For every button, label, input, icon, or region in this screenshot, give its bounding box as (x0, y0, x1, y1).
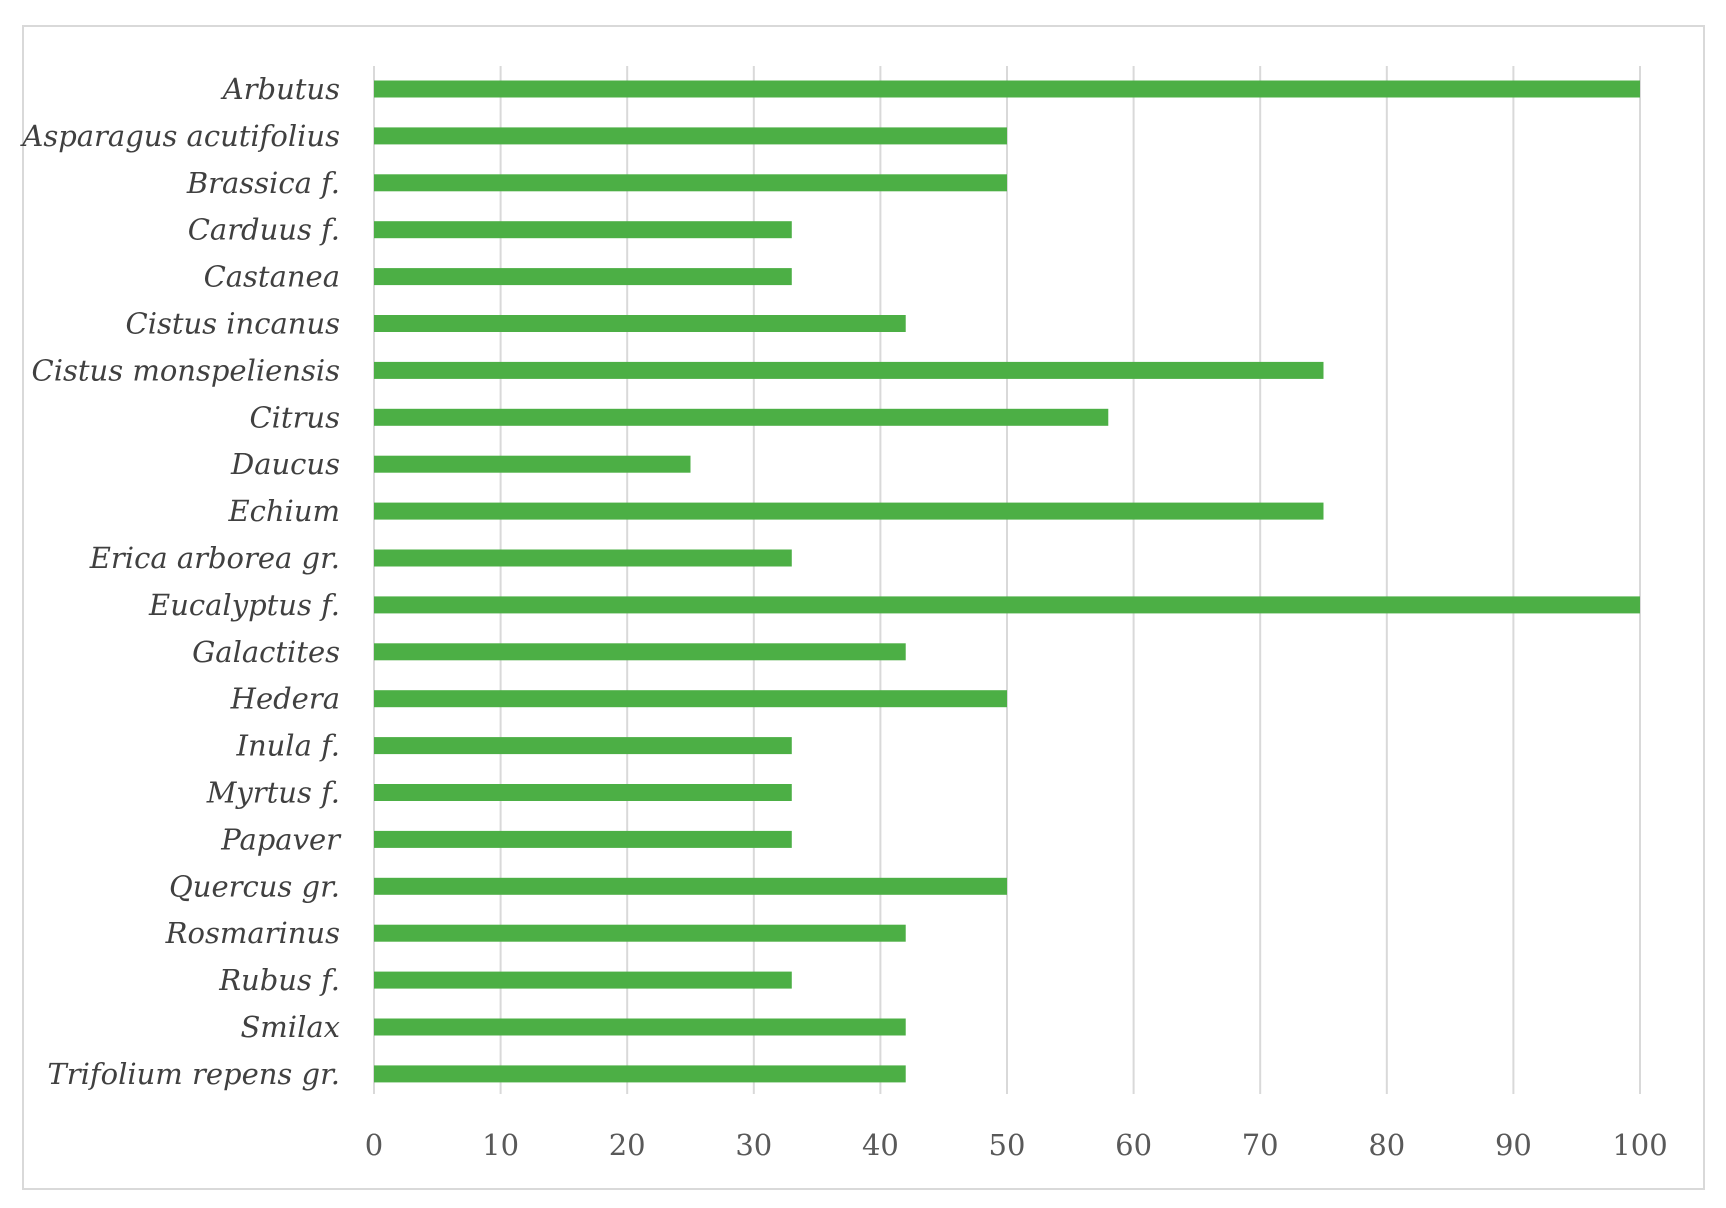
bars (374, 80, 1640, 1083)
x-tick-label: 10 (482, 1128, 519, 1162)
x-tick-label: 50 (989, 1128, 1026, 1162)
x-tick-label: 30 (735, 1128, 772, 1162)
category-label: Rubus f. (218, 963, 340, 997)
category-labels: Arbutus Asparagus acutifolius Brassica f. C… (19, 72, 342, 1091)
bar (374, 924, 906, 942)
bar (374, 174, 1007, 192)
bar (374, 315, 906, 332)
bar (374, 596, 1640, 614)
category-label: Rosmarinus (165, 916, 340, 950)
bar (374, 127, 1007, 145)
x-tick-label: 20 (609, 1128, 646, 1162)
category-label: Inula f. (235, 729, 340, 763)
category-label: Cistus incanus (126, 307, 341, 341)
bar (374, 221, 792, 239)
category-label: Erica arborea gr. (89, 541, 340, 575)
x-tick-label: 40 (862, 1128, 899, 1162)
category-label: Cistus monspeliensis (32, 353, 340, 387)
bar (374, 1018, 906, 1036)
x-tick-label: 70 (1242, 1128, 1279, 1162)
bar (374, 830, 792, 848)
category-label: Brassica f. (186, 166, 340, 200)
category-label: Quercus gr. (169, 869, 340, 903)
category-label: Smilax (240, 1010, 340, 1044)
bar (374, 690, 1007, 708)
category-label: Papaver (220, 822, 342, 856)
category-label: Carduus f. (188, 213, 340, 247)
category-label: Citrus (249, 400, 340, 434)
category-label: Hedera (230, 682, 340, 716)
bar (374, 80, 1640, 98)
category-label: Daucus (230, 447, 340, 481)
bar (374, 549, 792, 567)
bar (374, 737, 792, 755)
bar (374, 784, 792, 801)
x-tick-label: 100 (1612, 1128, 1667, 1162)
x-tick-label: 90 (1495, 1128, 1532, 1162)
x-tick-label: 80 (1368, 1128, 1405, 1162)
category-label: Myrtus f. (206, 776, 340, 810)
category-label: Asparagus acutifolius (19, 119, 340, 153)
bar (374, 1065, 906, 1083)
bar (374, 361, 1324, 379)
bar (374, 408, 1109, 426)
category-label: Echium (227, 494, 340, 528)
bar (374, 643, 906, 661)
bar (374, 877, 1007, 895)
x-tick-labels: 0 10 20 30 40 50 60 70 80 90 100 (365, 1128, 1668, 1162)
bar (374, 455, 691, 473)
bar (374, 971, 792, 989)
bar (374, 268, 792, 286)
bar (374, 502, 1324, 520)
category-label: Galactites (192, 635, 340, 669)
x-tick-label: 0 (365, 1128, 383, 1162)
x-tick-label: 60 (1115, 1128, 1152, 1162)
category-label: Trifolium repens gr. (47, 1057, 340, 1091)
category-label: Castanea (204, 260, 340, 294)
category-label: Arbutus (220, 72, 340, 106)
category-label: Eucalyptus f. (148, 588, 340, 622)
